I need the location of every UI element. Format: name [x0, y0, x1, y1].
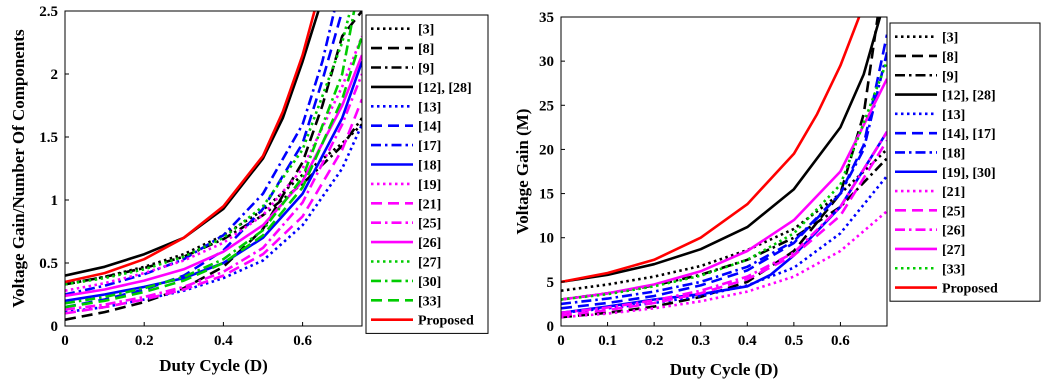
y-tick-label: 0: [51, 319, 59, 335]
series-line-13: [65, 11, 356, 305]
series-line-0: [561, 148, 887, 292]
legend-label: [9]: [418, 62, 434, 77]
y-tick-label: 10: [539, 231, 554, 247]
series-line-3: [561, 17, 882, 284]
x-tick-label: 0.6: [293, 333, 312, 349]
y-axis-label: Voltage Gain/Number Of Components: [9, 29, 28, 308]
y-tick-label: 25: [539, 98, 554, 114]
series-line-13: [561, 17, 861, 284]
series-line-10: [561, 131, 887, 315]
legend-label: [18]: [418, 159, 441, 174]
legend-label: [27]: [418, 256, 441, 271]
y-axis-label: Voltage Gain (M): [513, 109, 532, 235]
legend-label: [12], [28]: [418, 81, 472, 96]
legend: [3] [8] [9] [12], [28] [13] [14], [17] [18] [19…: [889, 22, 1041, 302]
legend-label: [25]: [418, 217, 441, 232]
series-line-6: [561, 51, 887, 306]
legend-label: [33]: [418, 294, 441, 309]
legend-label: [27]: [942, 243, 965, 258]
y-tick-label: 5: [547, 275, 555, 291]
legend-label: [9]: [942, 69, 958, 84]
legend: [3] [8] [9] [12], [28] [13] [14] [17] [18] [19] […: [365, 14, 489, 334]
legend-label: Proposed: [942, 282, 998, 297]
legend-label: [26]: [942, 224, 965, 239]
series-line-10: [65, 73, 362, 311]
x-tick-label: 0.3: [691, 333, 710, 349]
legend-label: [13]: [942, 108, 965, 123]
series-line-14: [65, 35, 362, 309]
series-group: [561, 17, 887, 319]
x-tick-label: 0: [557, 333, 565, 349]
series-line-4: [65, 123, 362, 314]
series-line-8: [561, 210, 887, 319]
legend-label: [13]: [418, 100, 441, 115]
legend-label: [8]: [942, 50, 958, 65]
series-group: [65, 11, 362, 321]
x-tick-label: 0.4: [214, 333, 233, 349]
legend-label: [8]: [418, 42, 434, 57]
legend-label: [17]: [418, 139, 441, 154]
series-line-11: [65, 54, 362, 298]
x-tick-label: 0.1: [598, 333, 617, 349]
x-tick-label: 0: [61, 333, 69, 349]
y-tick-label: 15: [539, 187, 554, 203]
y-tick-label: 2: [51, 67, 59, 83]
series-line-9: [65, 98, 362, 315]
legend-label: [3]: [942, 31, 958, 46]
series-line-9: [561, 139, 887, 317]
legend-label: [21]: [418, 197, 441, 212]
series-line-6: [65, 11, 336, 296]
series-line-5: [65, 11, 344, 309]
series-line-8: [65, 35, 362, 292]
series-line-3: [65, 11, 320, 277]
series-line-7: [65, 60, 362, 303]
x-tick-label: 0.2: [645, 333, 664, 349]
legend-label: [25]: [942, 204, 965, 219]
legend-box: [889, 22, 1041, 302]
legend-label: [14]: [418, 120, 441, 135]
legend-label: [19]: [418, 178, 441, 193]
legend-label: [12], [28]: [942, 89, 996, 104]
legend-label: [19], [30]: [942, 166, 996, 181]
series-line-12: [65, 11, 352, 286]
x-axis-label: Duty Cycle (D): [670, 360, 779, 379]
x-tick-label: 0.5: [784, 333, 803, 349]
series-line-2: [65, 117, 362, 286]
plot-frame: [560, 16, 888, 327]
x-axis-label: Duty Cycle (D): [159, 356, 268, 375]
legend-label: [21]: [942, 185, 965, 200]
legend-label: Proposed: [418, 314, 474, 329]
x-tick-label: 0.6: [831, 333, 850, 349]
x-tick-label: 0.4: [738, 333, 757, 349]
legend-label: [18]: [942, 146, 965, 161]
y-tick-label: 35: [539, 10, 554, 26]
legend-label: [30]: [418, 275, 441, 290]
series-line-5: [561, 34, 887, 310]
chart-right: 0 0.1 0.2 0.3 0.4 0.5 0.6 0 5 10 15 20 25 30 35 Duty Cy…: [513, 10, 1041, 379]
x-tick-label: 0.2: [135, 333, 154, 349]
series-line-15: [65, 11, 316, 284]
y-tick-label: 30: [539, 54, 554, 70]
series-line-0: [65, 123, 362, 286]
y-tick-label: 2.5: [39, 4, 58, 20]
legend-label: [3]: [418, 23, 434, 38]
legend-label: [14], [17]: [942, 127, 996, 142]
chart-left: 0 0.2 0.4 0.6 0 0.5 1 1.5 2 2.5 Duty Cycle (D) Volt…: [9, 4, 489, 375]
legend-label: [33]: [942, 262, 965, 277]
plot-frame: [64, 10, 363, 327]
series-line-2: [561, 157, 887, 301]
y-tick-label: 1.5: [39, 130, 58, 146]
y-tick-label: 0.5: [39, 256, 58, 272]
y-tick-label: 1: [51, 193, 59, 209]
legend-label: [26]: [418, 236, 441, 251]
y-tick-label: 0: [547, 319, 555, 335]
series-line-12: [561, 60, 887, 301]
y-tick-label: 20: [539, 142, 554, 158]
series-line-4: [561, 175, 887, 315]
